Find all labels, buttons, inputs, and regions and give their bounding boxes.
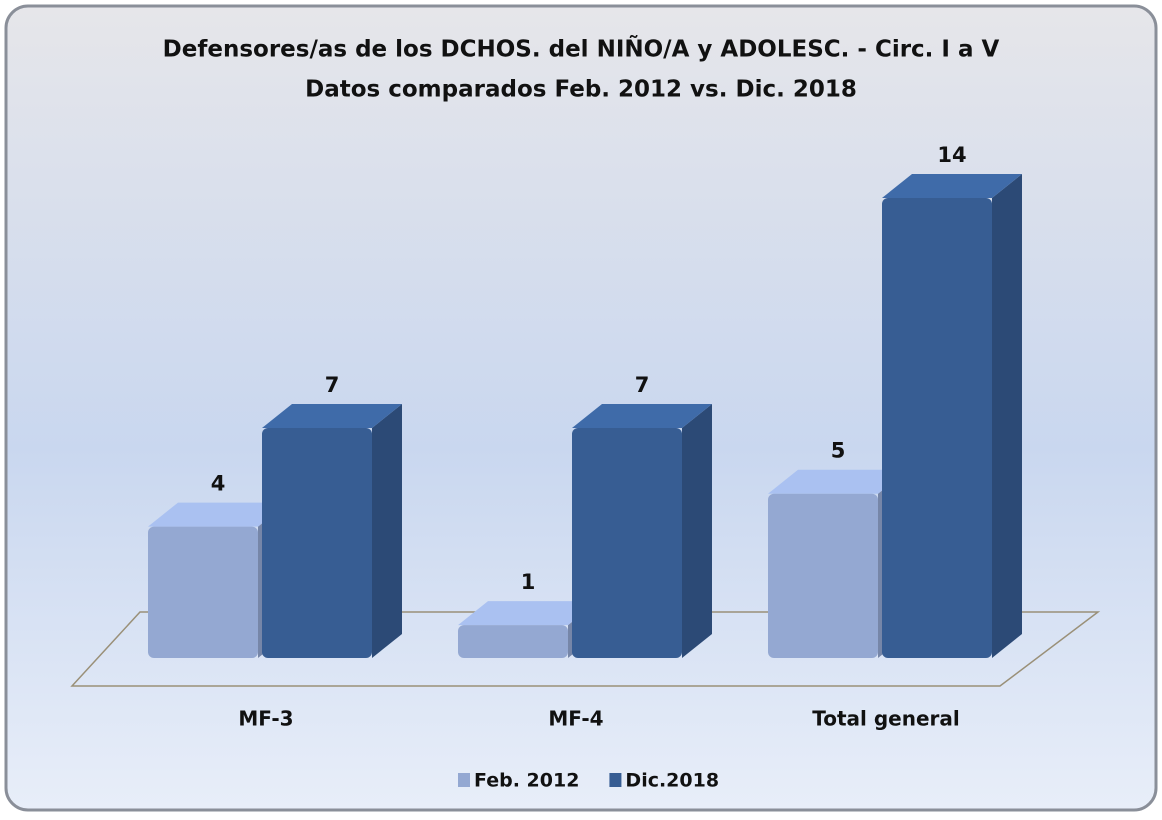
bar xyxy=(572,428,682,658)
floor xyxy=(70,611,1101,687)
bar xyxy=(768,493,878,658)
value-label: 14 xyxy=(937,143,966,167)
legend-swatch xyxy=(458,773,470,787)
bar-top xyxy=(148,502,288,527)
bar-top xyxy=(768,469,908,494)
bar-side xyxy=(992,174,1022,658)
bar xyxy=(458,625,568,658)
legend-label: Feb. 2012 xyxy=(474,770,579,792)
value-label: 5 xyxy=(831,439,846,463)
bar xyxy=(148,526,258,658)
chart-subtitle: Datos comparados Feb. 2012 vs. Dic. 2018 xyxy=(305,77,857,103)
bar-top xyxy=(262,404,402,428)
legend-swatch xyxy=(609,773,622,787)
value-label: 4 xyxy=(211,472,226,496)
bar-top xyxy=(572,404,712,428)
chart-title: Defensores/as de los DCHOS. del NIÑO/A y… xyxy=(163,35,1000,63)
value-label: 1 xyxy=(521,570,536,594)
legend-label: Dic.2018 xyxy=(625,770,719,792)
bar-top xyxy=(458,601,598,626)
x-tick-label: MF-4 xyxy=(548,707,603,731)
x-tick-label: Total general xyxy=(812,707,960,731)
value-label: 7 xyxy=(635,373,650,397)
bar xyxy=(882,198,992,658)
value-label: 7 xyxy=(325,373,340,397)
bar xyxy=(262,428,372,658)
bar-side xyxy=(372,404,402,658)
x-tick-label: MF-3 xyxy=(238,707,293,731)
bar-top xyxy=(882,174,1022,198)
bar-side xyxy=(682,404,712,658)
